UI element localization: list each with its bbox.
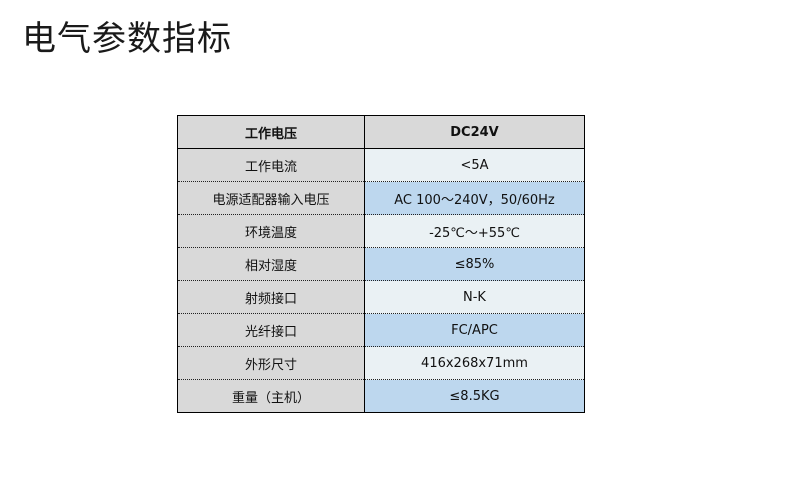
row-label: 工作电流 (177, 148, 365, 182)
table-row: 重量（主机） ≤8.5KG (177, 379, 585, 413)
row-label: 光纤接口 (177, 313, 365, 347)
table-row: 外形尺寸 416x268x71mm (177, 346, 585, 380)
row-value: ≤8.5KG (364, 379, 585, 413)
row-label: 射频接口 (177, 280, 365, 314)
row-value: <5A (364, 148, 585, 182)
header-label: 工作电压 (177, 115, 365, 149)
header-value: DC24V (364, 115, 585, 149)
table-row: 工作电流 <5A (177, 148, 585, 182)
table-row: 电源适配器输入电压 AC 100～240V，50/60Hz (177, 181, 585, 215)
row-value: ≤85% (364, 247, 585, 281)
row-value: AC 100～240V，50/60Hz (364, 181, 585, 215)
row-value: -25℃～+55℃ (364, 214, 585, 248)
row-value: FC/APC (364, 313, 585, 347)
table-row: 相对湿度 ≤85% (177, 247, 585, 281)
row-value: 416x268x71mm (364, 346, 585, 380)
page-title: 电气参数指标 (22, 19, 232, 59)
row-label: 电源适配器输入电压 (177, 181, 365, 215)
row-label: 外形尺寸 (177, 346, 365, 380)
electrical-specs-table: 工作电压 DC24V 工作电流 <5A 电源适配器输入电压 AC 100～240… (177, 115, 585, 413)
table-row: 射频接口 N-K (177, 280, 585, 314)
row-label: 重量（主机） (177, 379, 365, 413)
row-label: 相对湿度 (177, 247, 365, 281)
row-value: N-K (364, 280, 585, 314)
row-label: 环境温度 (177, 214, 365, 248)
table-row: 光纤接口 FC/APC (177, 313, 585, 347)
table-row: 环境温度 -25℃～+55℃ (177, 214, 585, 248)
table-header-row: 工作电压 DC24V (177, 115, 585, 149)
